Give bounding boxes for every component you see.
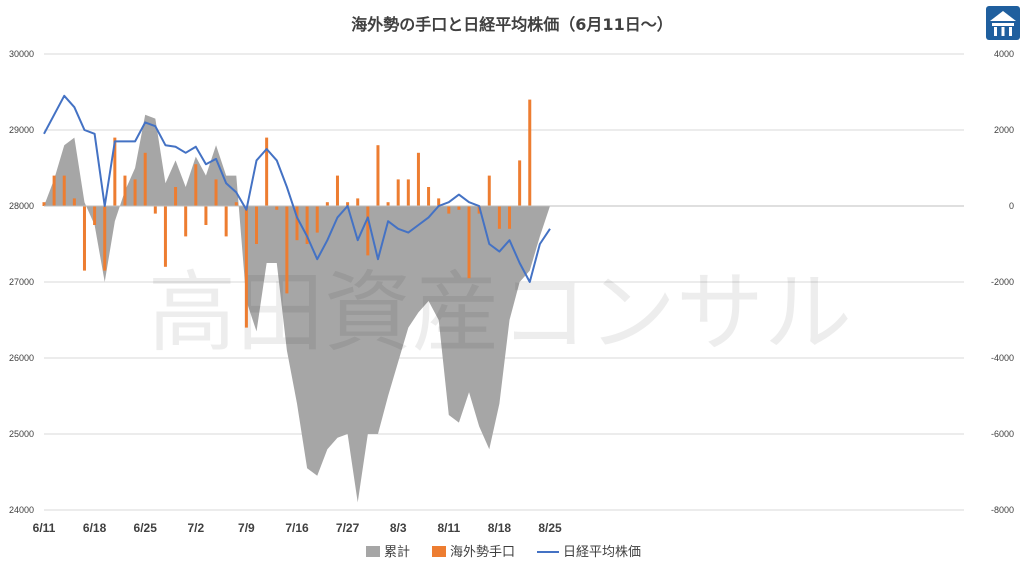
bar [315,206,319,233]
area-cumulative [44,114,550,503]
bar [437,198,441,206]
line-series [43,94,551,283]
bar [194,164,198,206]
y-axis-left: 24000 25000 26000 27000 28000 29000 30000 [9,49,34,515]
bar [93,206,97,225]
bar [427,187,431,206]
bar [82,206,86,271]
x-tick-label: 7/9 [238,521,255,535]
bar [224,206,228,237]
x-tick-label: 8/25 [538,521,562,535]
bar [52,175,56,206]
bar-series [42,99,532,328]
y-left-tick-label: 29000 [9,125,34,135]
x-tick-label: 8/11 [437,521,460,535]
takada-logo-icon [986,6,1020,40]
legend: 累計 海外勢手口 日経平均株価 [366,544,641,560]
y-right-tick-label: -2000 [991,277,1014,287]
bar [346,202,350,206]
y-left-tick-label: 28000 [9,201,34,211]
y-right-tick-label: 0 [1009,201,1014,211]
bar [204,206,208,225]
legend-swatch [432,546,446,557]
x-tick-label: 7/16 [285,521,309,535]
bar [487,175,491,206]
legend-label: 海外勢手口 [450,545,515,560]
bar [335,175,339,206]
chart-title: 海外勢の手口と日経平均株価（6月11日～） [351,15,672,34]
bar [325,202,329,206]
bar [295,206,299,241]
x-tick-label: 6/25 [134,521,158,535]
bar [184,206,188,237]
bar [416,152,420,206]
y-right-tick-label: -8000 [991,505,1014,515]
y-right-tick-label: 4000 [994,49,1014,59]
line-nikkei [43,94,551,283]
bar [123,175,127,206]
cumulative-area [44,114,550,503]
x-tick-label: 8/18 [488,521,512,535]
legend-label: 累計 [384,544,410,560]
x-tick-label: 6/11 [33,521,56,535]
bar [265,137,269,206]
bar [143,152,147,206]
bar [153,206,157,214]
bar [376,145,380,206]
bar [133,179,137,206]
y-left-tick-label: 27000 [9,277,34,287]
bar [244,206,248,328]
bar [285,206,289,294]
y-left-tick-label: 26000 [9,353,34,363]
y-axis-right: -8000 -6000 -4000 -2000 0 2000 4000 [991,49,1014,515]
bar [508,206,512,229]
bar [386,202,390,206]
bar [356,198,360,206]
legend-swatch [366,546,380,557]
x-tick-label: 7/27 [336,521,360,535]
bar [467,206,471,279]
bar [447,206,451,214]
bar [103,206,107,271]
bar [518,160,522,206]
watermark: 高田資産コンサル [148,261,852,364]
y-right-tick-label: 2000 [994,125,1014,135]
bar [113,137,117,206]
bar [174,187,178,206]
bar [72,198,76,206]
bar [275,206,279,210]
y-left-tick-label: 30000 [9,49,34,59]
x-tick-label: 6/18 [83,521,107,535]
bar [366,206,370,256]
bar [214,179,218,206]
y-right-tick-label: -6000 [991,429,1014,439]
x-tick-label: 7/2 [187,521,204,535]
bar [305,206,309,244]
bar [406,179,410,206]
bar [62,175,66,206]
bar [497,206,501,229]
x-tick-label: 8/3 [390,521,407,535]
bar [396,179,400,206]
bar [42,202,46,206]
y-right-tick-label: -4000 [991,353,1014,363]
y-left-tick-label: 25000 [9,429,34,439]
bar [528,99,532,206]
bar [163,206,167,267]
bar [255,206,259,244]
x-axis: 6/11 6/18 6/25 7/2 7/9 7/16 7/27 8/3 8/11 8/18 8/2… [33,521,562,535]
legend-label: 日経平均株価 [563,545,641,560]
bar [457,206,461,210]
y-left-tick-label: 24000 [9,505,34,515]
bar [234,202,238,206]
